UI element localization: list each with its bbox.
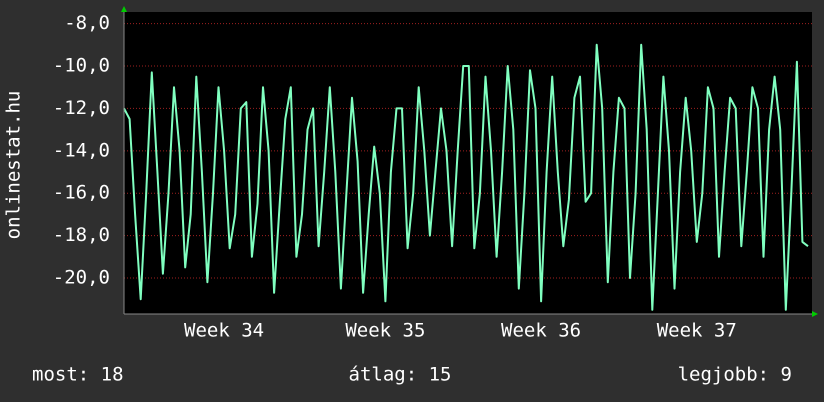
- y-tick-label: -16,0: [53, 182, 110, 204]
- y-tick-label: -10,0: [53, 55, 110, 77]
- x-axis-arrow: [812, 311, 818, 317]
- data-line: [123, 43, 809, 311]
- y-tick-label: -18,0: [53, 224, 110, 246]
- y-axis-label: onlinestat.hu: [3, 91, 25, 240]
- y-tick-label: -14,0: [53, 139, 110, 161]
- stat-label: most: 18: [32, 364, 124, 386]
- stat-label: legjobb: 9: [678, 364, 792, 386]
- stat-label: átlag: 15: [349, 364, 452, 386]
- y-tick-label: -12,0: [53, 97, 110, 119]
- y-axis-arrow: [121, 6, 127, 12]
- y-tick-label: -8,0: [64, 12, 110, 34]
- y-tick-label: -20,0: [53, 266, 110, 288]
- plot-area: [124, 12, 812, 314]
- x-tick-label: Week 37: [657, 320, 737, 342]
- x-tick-label: Week 35: [345, 320, 425, 342]
- x-tick-label: Week 36: [501, 320, 581, 342]
- x-tick-label: Week 34: [184, 320, 264, 342]
